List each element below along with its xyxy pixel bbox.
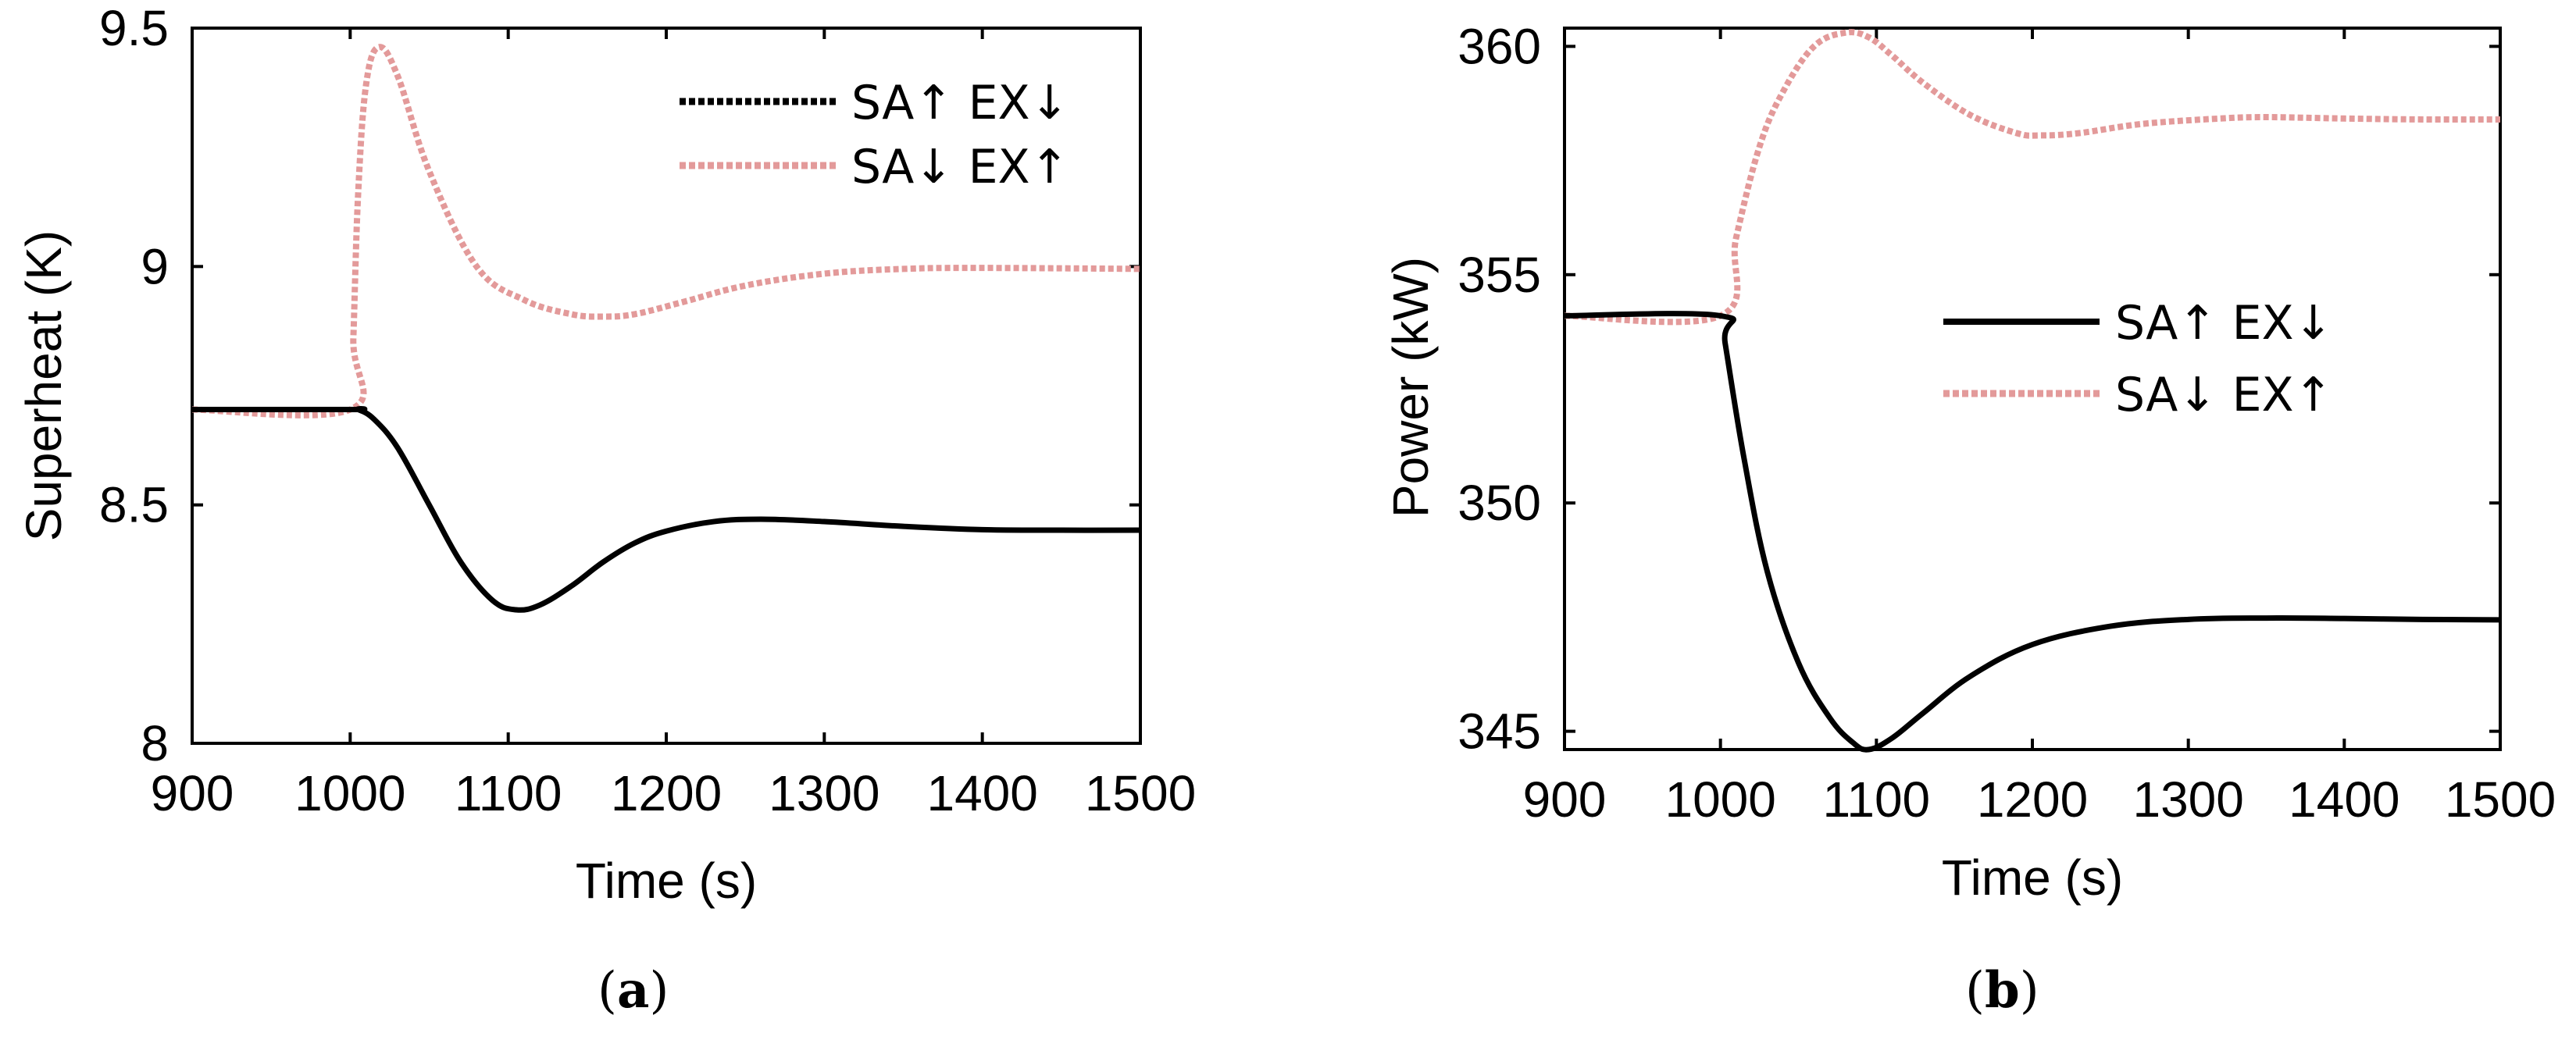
x-tick-label: 1100 <box>1823 771 1931 828</box>
ticks-a: 900 1000 1100 1200 1300 1400 1500 8 8.5 9 9.5 <box>99 0 1196 821</box>
y-tick-label: 345 <box>1457 703 1541 760</box>
series-b <box>1564 29 2501 753</box>
legend-a: SA↑ EX↓ SA↓ EX↑ <box>680 76 1069 194</box>
y-axis-label-a: Superheat (K) <box>16 230 72 541</box>
y-tick-label: 350 <box>1457 475 1541 531</box>
x-tick-label: 1400 <box>926 765 1037 821</box>
x-tick-label: 1300 <box>2132 771 2243 828</box>
chart-panel-b: 900 1000 1100 1200 1300 1400 1500345350355360 … <box>1383 18 2556 1020</box>
y-tick-label: 9.5 <box>99 0 169 56</box>
x-tick-label: 1200 <box>1977 771 2088 828</box>
x-tick-label: 1500 <box>2445 771 2556 828</box>
caption-b: (b) <box>1965 961 2039 1020</box>
series-line-2 <box>1564 29 2501 326</box>
x-axis-label-b: Time (s) <box>1942 849 2123 906</box>
series-line-1 <box>1564 311 2501 753</box>
legend-label-1: SA↑ EX↓ <box>2115 296 2333 351</box>
plot-area-a <box>191 27 1142 745</box>
caption-a-letter: a <box>617 961 649 1020</box>
series-line-1 <box>191 406 1141 613</box>
caption-a: (a) <box>598 961 669 1020</box>
x-axis-label-a: Time (s) <box>576 853 757 909</box>
ticks-b: 900 1000 1100 1200 1300 1400 1500 345 350 355 360 <box>1457 18 2556 828</box>
legend-b: SA↑ EX↓ SA↓ EX↑ <box>1943 296 2333 422</box>
x-tick-label: 1200 <box>611 765 722 821</box>
y-axis-label-b: Power (kW) <box>1383 257 1439 518</box>
legend-label-2: SA↓ EX↑ <box>851 140 1069 194</box>
x-tick-label: 1300 <box>769 765 879 821</box>
y-tick-label: 9 <box>141 238 169 294</box>
series-a <box>191 44 1141 613</box>
legend-label-2: SA↓ EX↑ <box>2115 368 2333 422</box>
x-tick-label: 900 <box>151 765 234 821</box>
chart-panel-a: 900 1000 1100 1200 1300 1400 1500 8 8.5 9 9.5 SA↑ … <box>16 0 1196 1020</box>
x-tick-label: 1400 <box>2289 771 2399 828</box>
series-line-2 <box>191 44 1141 418</box>
y-tick-label: 8.5 <box>99 477 169 533</box>
x-tick-label: 1500 <box>1085 765 1196 821</box>
x-tick-label: 1000 <box>1664 771 1775 828</box>
x-tick-label: 900 <box>1523 771 1607 828</box>
x-tick-label: 1000 <box>294 765 405 821</box>
x-tick-label: 1100 <box>455 765 562 821</box>
y-tick-label: 8 <box>141 715 169 771</box>
y-tick-label: 355 <box>1457 247 1541 303</box>
legend-label-1: SA↑ EX↓ <box>851 76 1069 130</box>
caption-b-letter: b <box>1985 961 2020 1020</box>
y-tick-label: 360 <box>1457 18 1541 74</box>
